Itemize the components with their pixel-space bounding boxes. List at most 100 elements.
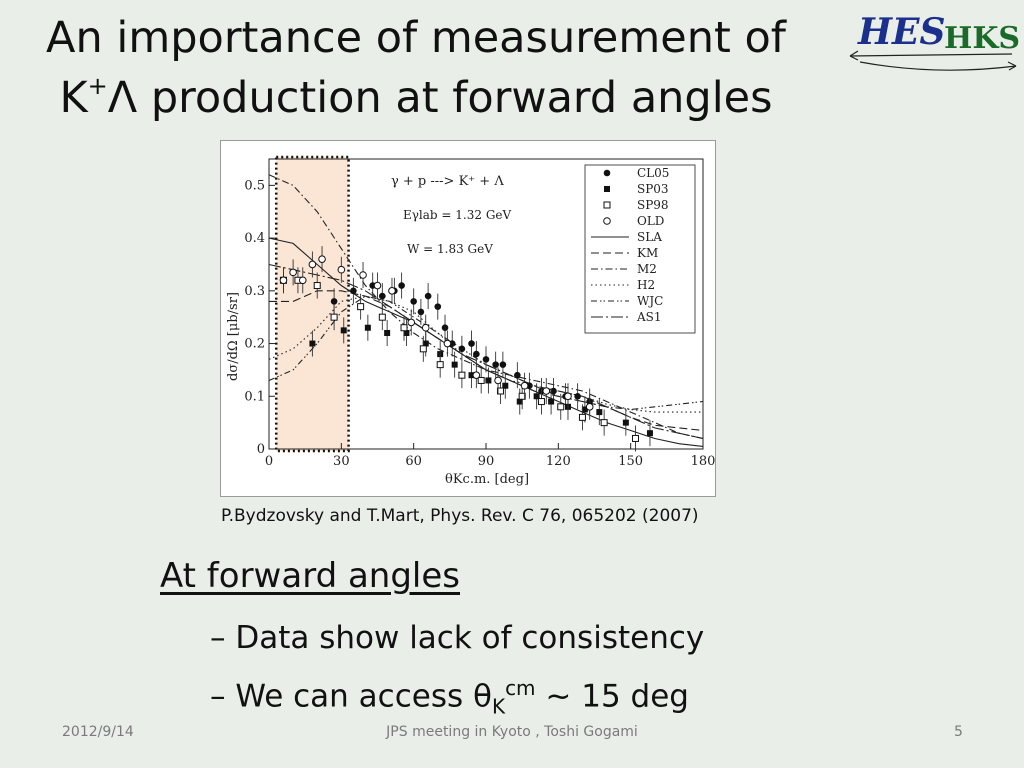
data-point-sp03 bbox=[340, 327, 347, 334]
data-point-old bbox=[472, 371, 481, 379]
slide-number: 5 bbox=[954, 724, 963, 740]
data-point-cl05 bbox=[458, 345, 466, 353]
title-rest: Λ production at forward angles bbox=[107, 73, 773, 123]
legend-label: M2 bbox=[637, 262, 657, 276]
data-point-sp98 bbox=[419, 345, 427, 353]
data-point-cl05 bbox=[441, 324, 449, 332]
data-point-cl05 bbox=[574, 392, 581, 400]
hes-hks-logo: HES HKS bbox=[849, 11, 1020, 71]
data-point-cl05 bbox=[499, 361, 507, 368]
bullet-access-sub: K bbox=[491, 694, 506, 719]
legend-label: SP98 bbox=[637, 198, 669, 212]
data-point-cl05 bbox=[379, 292, 386, 300]
data-point-old bbox=[421, 323, 430, 332]
data-point-sp03 bbox=[384, 330, 391, 336]
data-point-old bbox=[407, 318, 416, 327]
data-point-old bbox=[564, 392, 572, 401]
data-point-sp03 bbox=[646, 430, 653, 437]
data-point-old bbox=[308, 260, 317, 269]
footer-center: JPS meeting in Kyoto , Toshi Gogami bbox=[386, 724, 638, 740]
legend-label: H2 bbox=[637, 278, 655, 292]
legend-label: AS1 bbox=[636, 310, 662, 324]
data-point-cl05 bbox=[434, 303, 442, 310]
data-point-sp98 bbox=[518, 392, 526, 400]
title-line-1: An importance of measurement of bbox=[46, 13, 786, 63]
data-point-old bbox=[318, 255, 326, 263]
data-point-sp03 bbox=[596, 409, 603, 416]
data-point-old bbox=[298, 276, 307, 285]
data-point-sp98 bbox=[477, 376, 485, 384]
data-point-sp98 bbox=[458, 371, 466, 379]
data-point-sp03 bbox=[403, 330, 410, 336]
data-point-sp98 bbox=[330, 313, 338, 321]
data-point-sp98 bbox=[578, 413, 586, 421]
data-point-sp98 bbox=[496, 387, 504, 395]
data-point-sp03 bbox=[516, 398, 523, 405]
data-point-sp98 bbox=[631, 434, 639, 442]
bullet-consistency: – Data show lack of consistency bbox=[210, 620, 705, 656]
y-tick-label: 0.2 bbox=[244, 337, 265, 352]
legend-marker-old bbox=[603, 217, 611, 225]
legend-label: SP03 bbox=[637, 182, 669, 196]
x-tick-label: 120 bbox=[546, 454, 571, 469]
data-point-sp98 bbox=[600, 419, 608, 427]
y-axis-label: dσ/dΩ [μb/sr] bbox=[226, 292, 241, 381]
legend-box bbox=[584, 164, 696, 334]
data-points bbox=[279, 246, 653, 452]
data-point-old bbox=[359, 271, 367, 279]
data-point-cl05 bbox=[468, 340, 475, 347]
y-tick-label: 0.3 bbox=[244, 284, 265, 299]
data-point-cl05 bbox=[473, 350, 480, 358]
data-point-sp03 bbox=[502, 382, 509, 389]
bullet-access: – We can access θKcm ~ 15 deg bbox=[210, 676, 689, 719]
y-tick-label: 0 bbox=[257, 442, 265, 457]
x-tick-label: 60 bbox=[405, 454, 422, 469]
x-tick-label: 90 bbox=[478, 454, 495, 469]
data-point-sp03 bbox=[548, 398, 555, 405]
title-k: K bbox=[59, 73, 88, 123]
legend-label: CL05 bbox=[637, 166, 669, 180]
data-point-old bbox=[443, 339, 452, 348]
data-point-sp03 bbox=[451, 361, 458, 368]
data-point-cl05 bbox=[410, 298, 417, 305]
data-point-sp03 bbox=[485, 377, 492, 384]
bullet-access-sup: cm bbox=[505, 676, 536, 700]
data-point-sp98 bbox=[400, 324, 408, 332]
data-point-sp03 bbox=[533, 393, 540, 400]
data-point-sp98 bbox=[557, 403, 565, 411]
legend-label: KM bbox=[637, 246, 658, 260]
bullet-access-suffix: ~ 15 deg bbox=[535, 678, 689, 715]
legend-label: SLA bbox=[637, 230, 662, 244]
data-point-sp03 bbox=[422, 340, 429, 347]
data-point-sp03 bbox=[364, 324, 371, 331]
cross-section-chart: 0 30 60 90 120 150 180 0 0.1 0.2 0.3 0.4 0.5 γ + p -… bbox=[226, 155, 716, 487]
data-point-sp03 bbox=[468, 372, 475, 379]
bullet-access-prefix: – We can access θ bbox=[210, 678, 492, 715]
data-point-sp98 bbox=[357, 303, 365, 311]
data-point-sp98 bbox=[436, 361, 444, 369]
footer-date: 2012/9/14 bbox=[62, 724, 134, 740]
data-point-old bbox=[279, 276, 288, 285]
x-axis-label: θKc.m. [deg] bbox=[445, 472, 529, 487]
legend-marker-cl05 bbox=[603, 169, 611, 177]
x-tick-label: 30 bbox=[333, 454, 350, 469]
citation: P.Bydzovsky and T.Mart, Phys. Rev. C 76,… bbox=[221, 506, 699, 526]
data-point-sp98 bbox=[313, 282, 321, 290]
section-heading: At forward angles bbox=[160, 556, 461, 596]
logo-hks-text: HKS bbox=[944, 21, 1020, 56]
data-point-cl05 bbox=[550, 387, 557, 395]
data-point-old bbox=[520, 381, 529, 390]
data-point-cl05 bbox=[330, 298, 338, 305]
annotation-reaction: γ + p ---> K⁺ + Λ bbox=[391, 174, 504, 189]
title-line-2: K+Λ production at forward angles bbox=[0, 68, 832, 128]
data-point-cl05 bbox=[417, 308, 425, 316]
legend-label: OLD bbox=[637, 214, 664, 228]
logo-hes-text: HES bbox=[857, 11, 945, 53]
data-point-sp03 bbox=[581, 406, 588, 413]
x-tick-label: 150 bbox=[618, 454, 643, 469]
legend-marker-sp03 bbox=[604, 186, 610, 192]
forward-angle-highlight bbox=[274, 155, 350, 453]
model-curve-m2 bbox=[268, 174, 704, 440]
x-tick-label: 180 bbox=[691, 454, 716, 469]
data-point-sp98 bbox=[378, 313, 386, 321]
